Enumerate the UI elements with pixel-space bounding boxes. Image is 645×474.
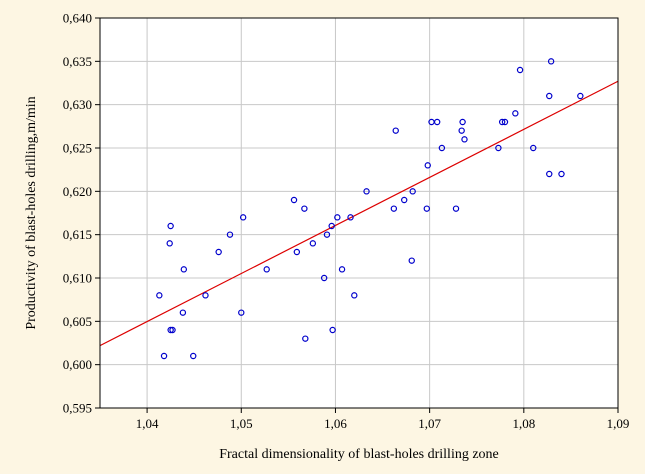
data-point	[452, 205, 460, 212]
y-tick-label: 0,615	[63, 227, 92, 242]
x-axis-title: Fractal dimensionality of blast-holes dr…	[219, 447, 499, 462]
data-point	[516, 66, 524, 74]
y-tick-label: 0,595	[63, 401, 92, 416]
data-point	[263, 266, 270, 273]
x-tick-label: 1,09	[607, 416, 630, 431]
y-tick-label: 0,620	[63, 184, 92, 199]
data-point	[392, 127, 399, 134]
data-point	[302, 335, 309, 342]
data-point	[423, 205, 431, 212]
data-point	[558, 170, 565, 178]
data-point	[215, 248, 222, 256]
data-point	[530, 144, 537, 152]
data-point	[458, 127, 465, 134]
data-point	[179, 309, 187, 316]
data-point	[320, 274, 328, 282]
data-point	[438, 144, 446, 152]
regression-line	[99, 80, 619, 347]
y-tick-label: 0,640	[63, 11, 92, 26]
data-point	[401, 196, 408, 204]
y-tick-label: 0,630	[63, 97, 92, 112]
data-point	[577, 92, 584, 100]
axis-ticks: 1,04 1,05 1,06 1,07 1,08 1,09 0,595 0,600 0,605 0…	[63, 11, 630, 432]
data-point	[512, 110, 519, 117]
plot-frame	[99, 17, 619, 409]
data-point	[167, 326, 174, 334]
data-point	[169, 326, 176, 334]
x-tick-label: 1,05	[230, 416, 253, 431]
data-point	[293, 248, 301, 256]
y-tick-label: 0,635	[63, 54, 92, 69]
data-point	[546, 170, 553, 178]
data-point	[239, 214, 247, 221]
data-point	[301, 205, 308, 212]
y-tick-label: 0,610	[63, 271, 92, 286]
data-point	[156, 292, 163, 299]
y-tick-label: 0,600	[63, 357, 92, 372]
data-point	[433, 118, 441, 126]
data-point	[501, 118, 509, 126]
x-tick-label: 1,08	[512, 416, 535, 431]
x-tick-label: 1,04	[136, 416, 159, 431]
data-point	[498, 118, 506, 126]
data-points	[156, 58, 584, 360]
x-tick-label: 1,06	[324, 416, 347, 431]
data-point	[328, 222, 335, 230]
grid-lines	[100, 18, 618, 408]
y-axis-title: Productivity of blast-holes drilling,m/m…	[24, 96, 39, 329]
data-point	[166, 240, 173, 247]
data-point	[329, 326, 336, 334]
data-point	[190, 352, 197, 360]
data-point	[351, 292, 358, 299]
data-point	[547, 58, 555, 65]
data-point	[238, 309, 245, 316]
data-point	[363, 188, 370, 195]
data-point	[495, 144, 502, 152]
data-point	[323, 231, 331, 238]
x-tick-label: 1,07	[418, 416, 441, 431]
data-point	[160, 352, 168, 360]
data-point	[409, 188, 416, 195]
data-point	[202, 292, 209, 299]
data-point	[390, 205, 398, 212]
data-point	[180, 266, 188, 273]
data-point	[338, 266, 346, 273]
data-point	[226, 231, 234, 238]
regression-line-group	[99, 80, 619, 347]
y-tick-label: 0,625	[63, 141, 92, 156]
data-point	[309, 240, 317, 247]
data-point	[424, 162, 431, 169]
data-point	[167, 222, 174, 230]
data-point	[459, 118, 466, 126]
y-tick-label: 0,605	[63, 314, 92, 329]
data-point	[461, 136, 468, 143]
data-point	[408, 257, 415, 264]
data-point	[546, 92, 553, 100]
data-point	[334, 214, 341, 221]
data-point	[347, 214, 354, 221]
data-point	[290, 196, 298, 204]
